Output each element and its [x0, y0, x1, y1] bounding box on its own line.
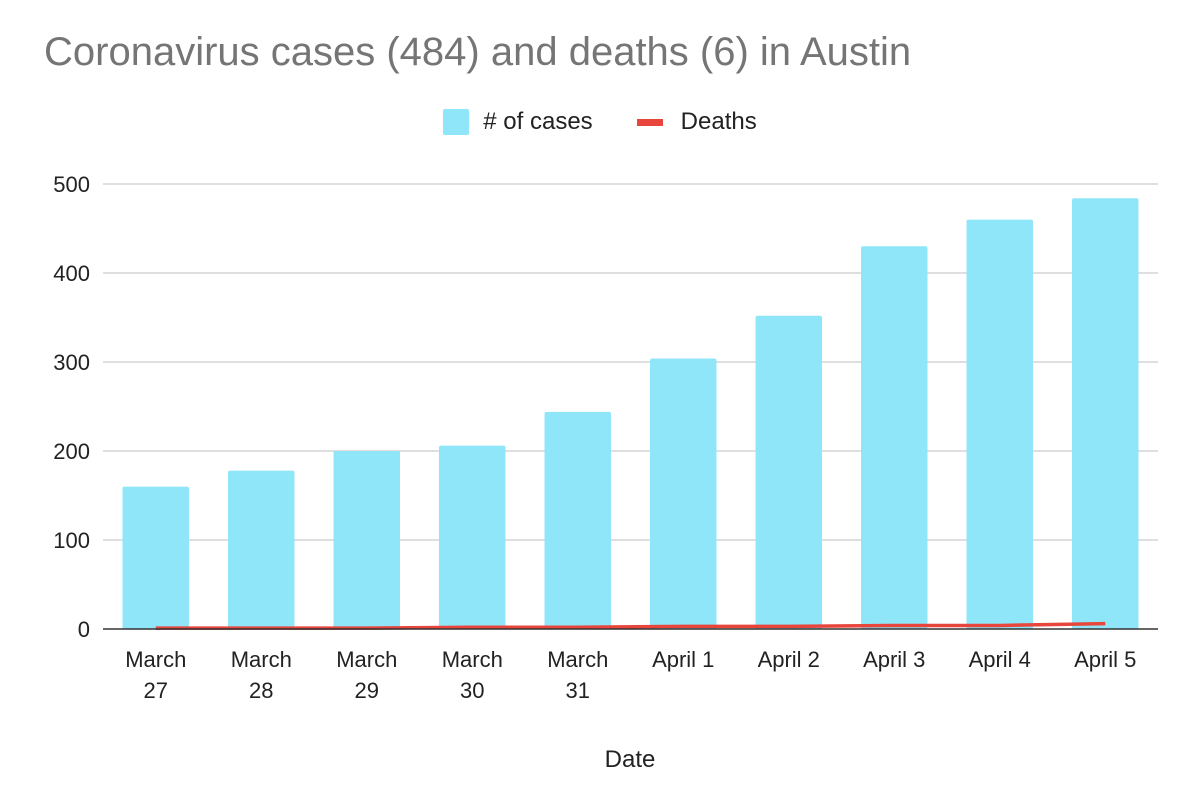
bar-cases [228, 470, 295, 629]
bar-cases [333, 451, 400, 629]
legend-item-cases: # of cases [443, 108, 593, 136]
bar-cases [1072, 198, 1139, 630]
legend-label-cases: # of cases [483, 108, 593, 135]
x-tick-label: April 1 [652, 647, 714, 672]
bar-cases [755, 315, 822, 629]
x-tick-label: April 3 [863, 647, 925, 672]
x-tick-label: March 31 [547, 647, 608, 703]
legend-swatch-cases [443, 109, 470, 135]
x-tick-label: March 27 [125, 647, 186, 703]
x-axis-title: Date [604, 746, 656, 773]
legend-item-deaths: Deaths [636, 108, 757, 136]
x-tick-label: April 4 [969, 647, 1031, 672]
x-tick-label: March 29 [336, 647, 397, 703]
bar-cases [122, 486, 189, 629]
y-tick-label: 0 [78, 617, 90, 642]
x-tick-label: March 28 [231, 647, 292, 703]
bar-cases [861, 246, 928, 630]
x-tick-label: March 30 [442, 647, 503, 703]
legend-label-deaths: Deaths [680, 108, 757, 135]
bar-cases [650, 358, 717, 629]
y-tick-label: 100 [53, 528, 90, 553]
y-tick-label: 500 [53, 172, 90, 197]
x-tick-label: April 5 [1074, 647, 1136, 672]
line-deaths [155, 621, 1106, 630]
y-tick-label: 400 [53, 261, 90, 286]
chart-title: Coronavirus cases (484) and deaths (6) i… [44, 30, 912, 74]
x-tick-label: April 2 [758, 647, 820, 672]
bar-cases [439, 445, 506, 629]
bar-cases [544, 411, 611, 629]
legend-swatch-deaths [636, 118, 663, 126]
bar-cases [966, 219, 1033, 629]
y-tick-label: 300 [53, 350, 90, 375]
legend: # of cases Deaths [0, 108, 1200, 136]
y-tick-label: 200 [53, 439, 90, 464]
